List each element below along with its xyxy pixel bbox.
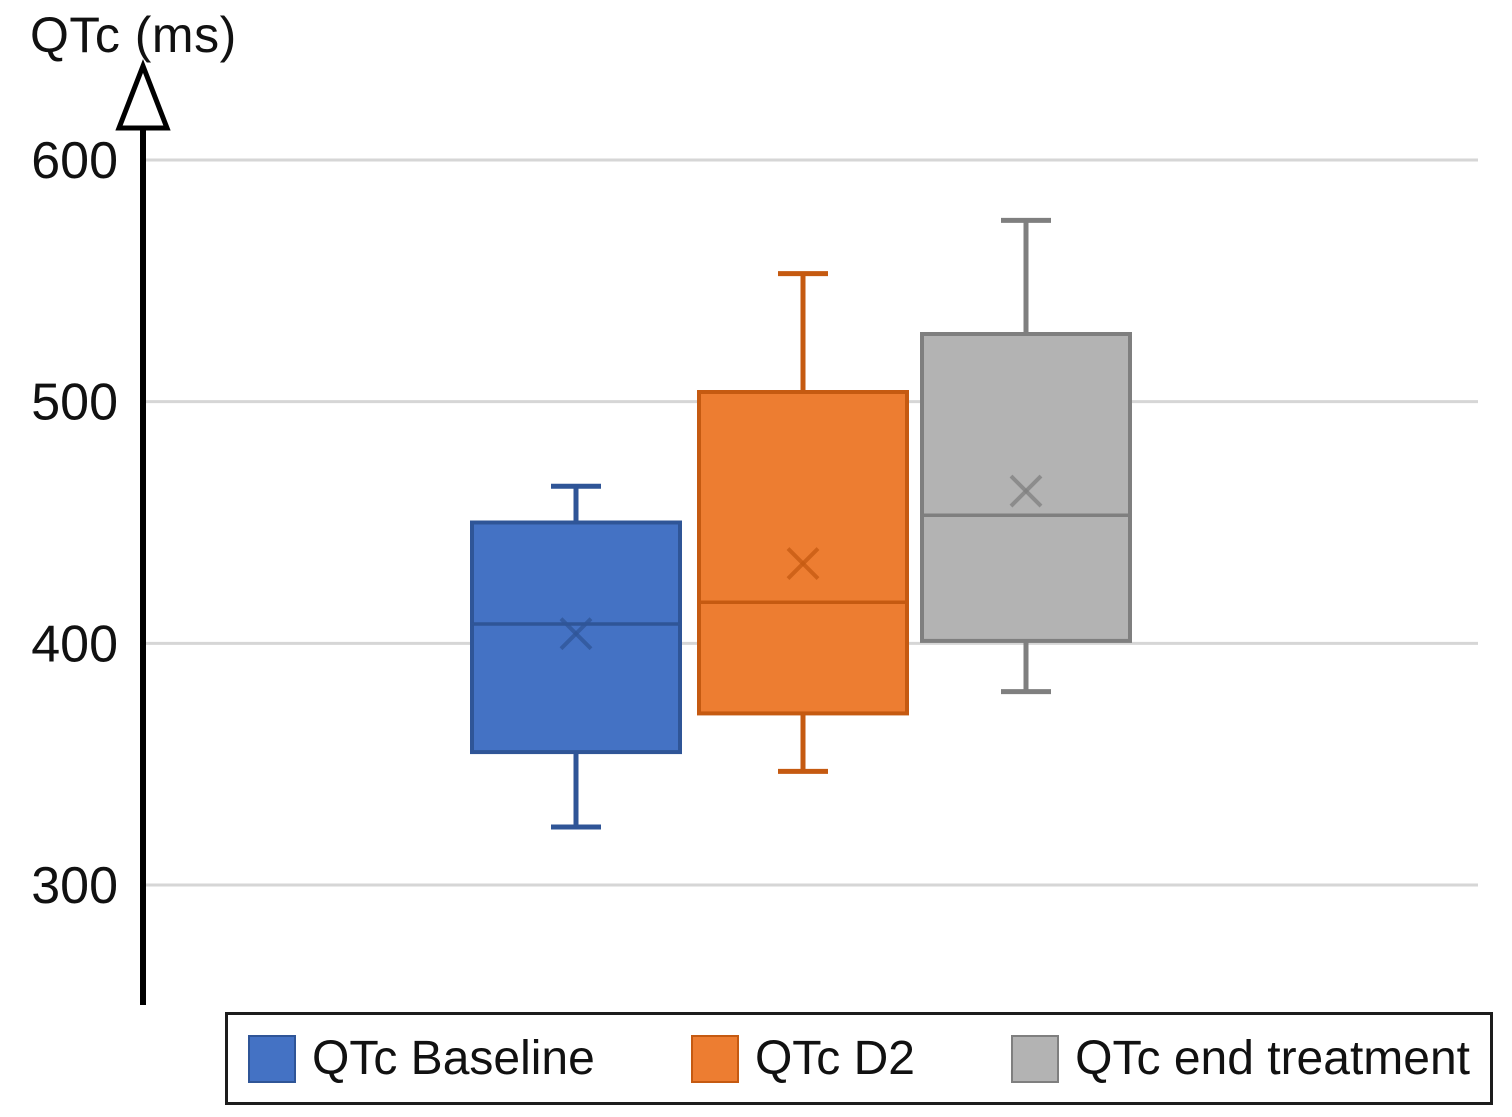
- legend-item: QTc D2: [690, 1031, 915, 1086]
- box: [697, 390, 909, 716]
- legend-swatch: [248, 1034, 296, 1083]
- legend-swatch: [690, 1034, 739, 1083]
- legend-label: QTc end treatment: [1075, 1032, 1470, 1085]
- box: [920, 332, 1132, 643]
- y-axis-arrow: [115, 59, 171, 131]
- y-tick-label: 600: [31, 132, 118, 190]
- mean-marker: [559, 617, 593, 651]
- mean-marker: [1009, 474, 1043, 508]
- legend-item: QTc end treatment: [1011, 1031, 1470, 1086]
- legend-swatch: [1011, 1034, 1060, 1083]
- y-tick-label: 300: [31, 857, 118, 915]
- legend-label: QTc Baseline: [312, 1032, 595, 1085]
- y-tick-label: 500: [31, 374, 118, 432]
- box: [470, 520, 682, 755]
- y-tick-label: 400: [31, 615, 118, 673]
- legend: QTc Baseline QTc D2 QTc end treatment: [225, 1012, 1493, 1105]
- legend-label: QTc D2: [754, 1032, 915, 1085]
- y-axis-title: QTc (ms): [30, 7, 237, 63]
- mean-marker: [786, 547, 820, 580]
- legend-item: QTc Baseline: [248, 1031, 595, 1086]
